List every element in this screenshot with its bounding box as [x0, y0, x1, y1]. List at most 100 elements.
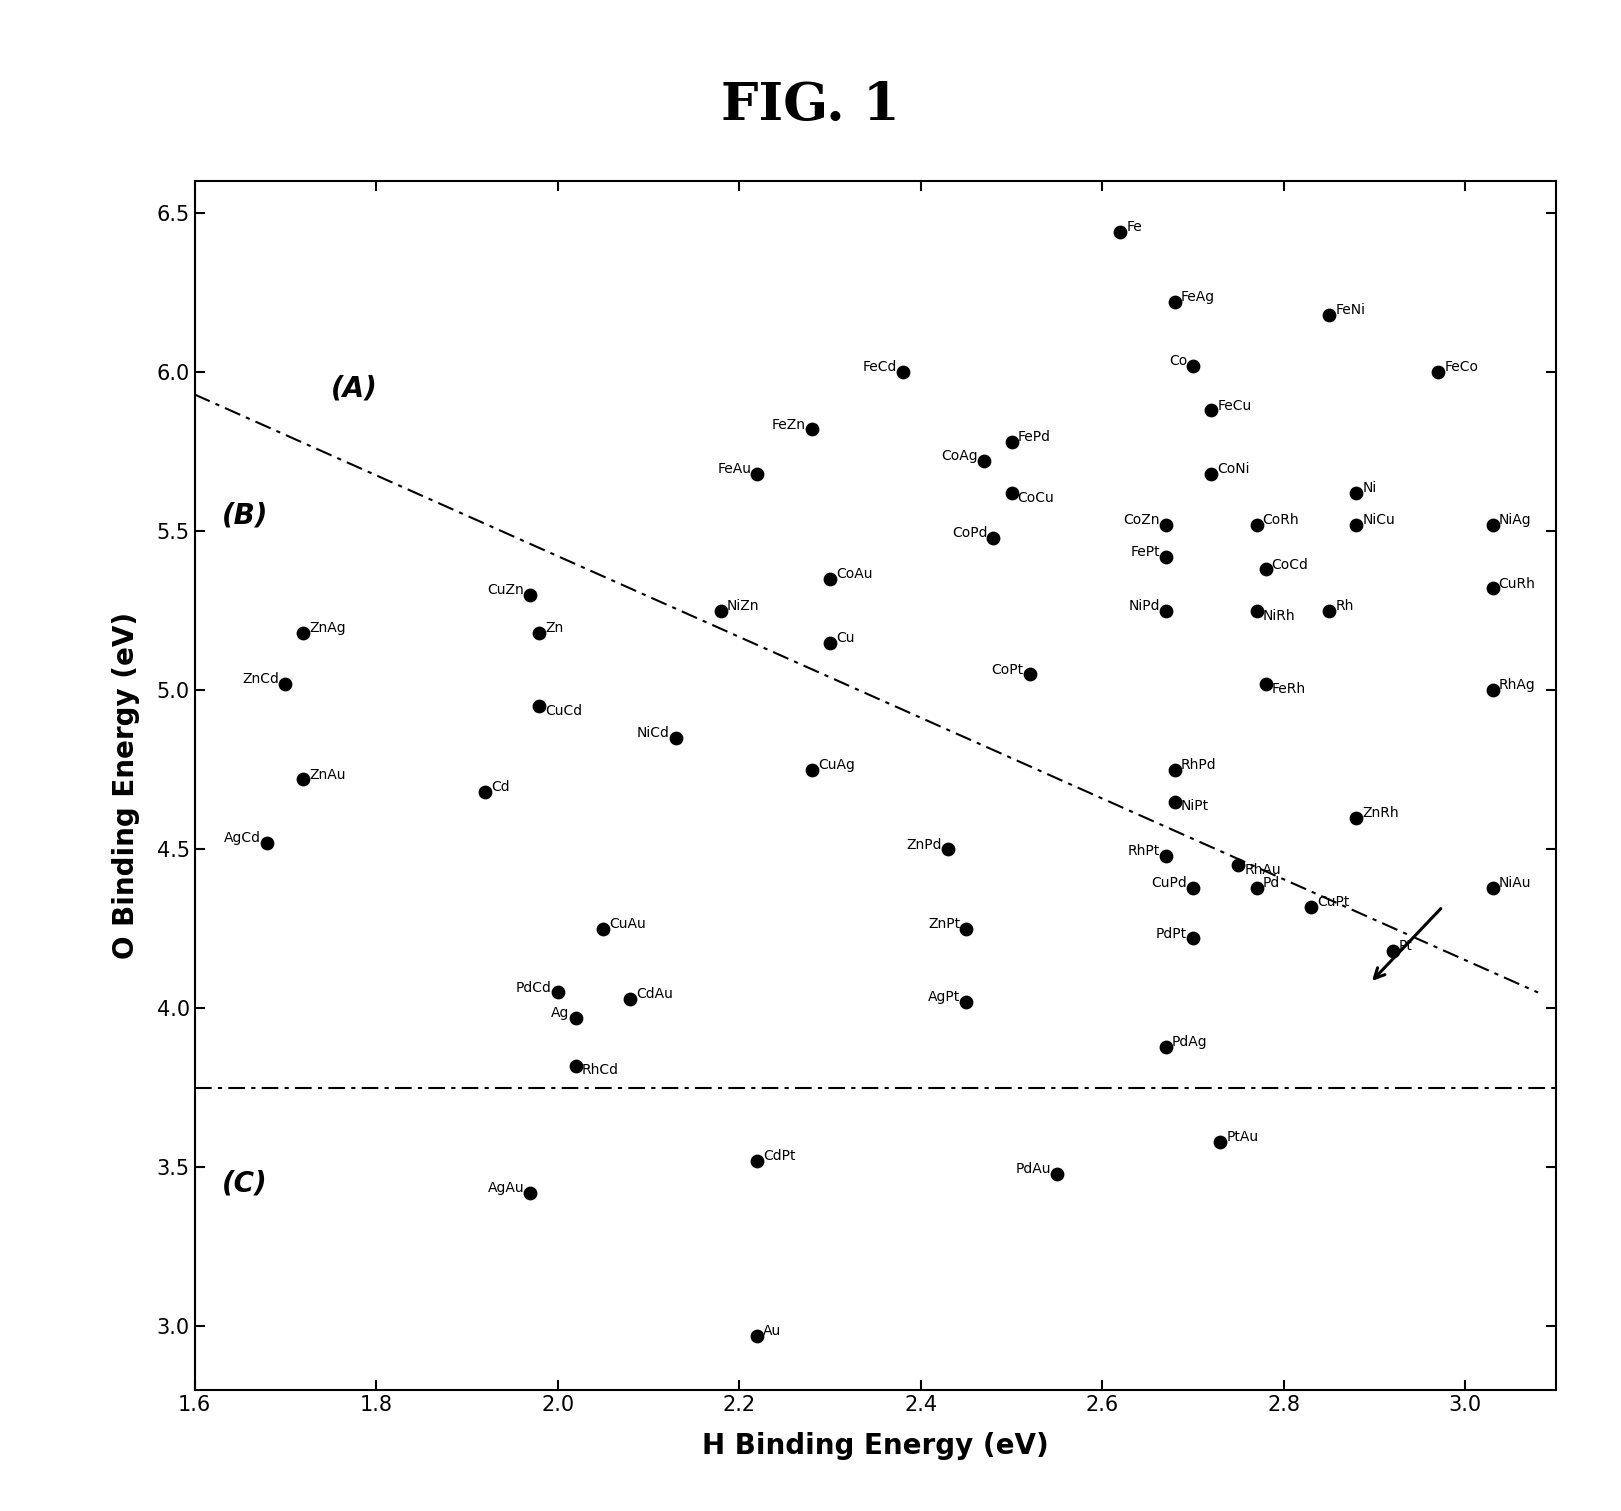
- Point: [1316, 598, 1342, 623]
- Text: (B): (B): [222, 502, 267, 529]
- Text: Ni: Ni: [1363, 480, 1376, 496]
- Text: PdAg: PdAg: [1172, 1035, 1208, 1049]
- Point: [744, 462, 770, 487]
- Text: Ag: Ag: [551, 1006, 569, 1020]
- Point: [618, 987, 644, 1011]
- Text: CoRh: CoRh: [1263, 514, 1300, 527]
- Text: CoAu: CoAu: [836, 567, 872, 582]
- Text: Pt: Pt: [1399, 940, 1412, 953]
- Text: FIG. 1: FIG. 1: [721, 80, 900, 131]
- Text: AgAu: AgAu: [488, 1182, 524, 1195]
- Point: [562, 1053, 588, 1077]
- Text: FeZn: FeZn: [772, 417, 806, 432]
- Point: [1180, 354, 1206, 378]
- Text: PtAu: PtAu: [1227, 1130, 1258, 1144]
- Point: [1243, 875, 1269, 899]
- Text: ZnRh: ZnRh: [1363, 805, 1399, 819]
- Text: Au: Au: [763, 1324, 781, 1339]
- Text: RhPd: RhPd: [1182, 759, 1217, 772]
- Text: PdPt: PdPt: [1156, 926, 1187, 940]
- Point: [708, 598, 734, 623]
- Text: FeCo: FeCo: [1444, 360, 1478, 375]
- Point: [527, 694, 553, 718]
- Text: NiRh: NiRh: [1263, 609, 1295, 623]
- Point: [744, 1148, 770, 1173]
- Text: RhAg: RhAg: [1499, 678, 1535, 692]
- Point: [890, 360, 916, 384]
- Point: [971, 449, 997, 473]
- Text: FePt: FePt: [1130, 545, 1159, 559]
- Text: NiAu: NiAu: [1499, 876, 1532, 890]
- Point: [744, 1324, 770, 1348]
- Point: [1425, 360, 1451, 384]
- Text: NiCu: NiCu: [1363, 514, 1396, 527]
- Point: [999, 431, 1024, 455]
- Point: [1153, 544, 1178, 568]
- Point: [1153, 1035, 1178, 1059]
- Point: [1344, 512, 1370, 536]
- Point: [1253, 558, 1279, 582]
- Point: [562, 1006, 588, 1031]
- Text: CuZn: CuZn: [488, 583, 524, 597]
- Text: CuCd: CuCd: [546, 704, 582, 718]
- Text: PdAu: PdAu: [1015, 1162, 1050, 1176]
- Text: (C): (C): [222, 1170, 267, 1197]
- Text: CdPt: CdPt: [763, 1150, 796, 1163]
- Point: [1180, 926, 1206, 950]
- Text: ZnPt: ZnPt: [927, 917, 960, 931]
- Point: [1298, 895, 1324, 919]
- Point: [817, 567, 843, 591]
- Text: RhCd: RhCd: [582, 1064, 619, 1077]
- Point: [953, 990, 979, 1014]
- Y-axis label: O Binding Energy (eV): O Binding Energy (eV): [112, 612, 139, 959]
- Point: [1107, 221, 1133, 245]
- Text: FeRh: FeRh: [1272, 681, 1307, 695]
- Point: [953, 917, 979, 941]
- Point: [517, 583, 543, 607]
- Point: [472, 780, 498, 804]
- Text: FeNi: FeNi: [1336, 304, 1365, 317]
- Point: [1316, 302, 1342, 326]
- Text: Cd: Cd: [491, 780, 509, 795]
- Text: FeCu: FeCu: [1217, 399, 1251, 413]
- Point: [1162, 290, 1188, 314]
- Point: [272, 672, 298, 697]
- Point: [1344, 805, 1370, 830]
- Point: [517, 1180, 543, 1204]
- Point: [1153, 512, 1178, 536]
- Text: CuAg: CuAg: [819, 759, 854, 772]
- Text: Pd: Pd: [1263, 876, 1281, 890]
- Text: Zn: Zn: [546, 621, 564, 635]
- Text: FeAu: FeAu: [716, 462, 751, 476]
- Point: [1153, 843, 1178, 867]
- Text: RhAu: RhAu: [1245, 863, 1281, 876]
- Point: [545, 981, 571, 1005]
- Text: NiCd: NiCd: [637, 727, 669, 740]
- Point: [1480, 875, 1506, 899]
- Text: ZnAg: ZnAg: [310, 621, 347, 635]
- Text: ZnAu: ZnAu: [310, 768, 345, 781]
- Point: [935, 837, 961, 861]
- Point: [1253, 672, 1279, 697]
- Point: [663, 725, 689, 749]
- Text: FeCd: FeCd: [862, 360, 896, 375]
- Point: [290, 621, 316, 645]
- Text: CuAu: CuAu: [609, 917, 645, 931]
- Text: NiZn: NiZn: [728, 598, 760, 613]
- Point: [1153, 598, 1178, 623]
- Point: [1162, 757, 1188, 781]
- Point: [1198, 462, 1224, 487]
- X-axis label: H Binding Energy (eV): H Binding Energy (eV): [702, 1431, 1049, 1460]
- Text: CoCd: CoCd: [1272, 558, 1308, 571]
- Text: CoPt: CoPt: [992, 662, 1023, 677]
- Point: [1480, 576, 1506, 600]
- Point: [1243, 512, 1269, 536]
- Point: [1480, 678, 1506, 703]
- Text: NiPd: NiPd: [1128, 598, 1159, 613]
- Text: FePd: FePd: [1018, 431, 1050, 444]
- Text: CuRh: CuRh: [1499, 577, 1535, 591]
- Point: [590, 917, 616, 941]
- Point: [1208, 1130, 1234, 1154]
- Text: CoZn: CoZn: [1123, 514, 1159, 527]
- Text: CoPd: CoPd: [952, 526, 987, 539]
